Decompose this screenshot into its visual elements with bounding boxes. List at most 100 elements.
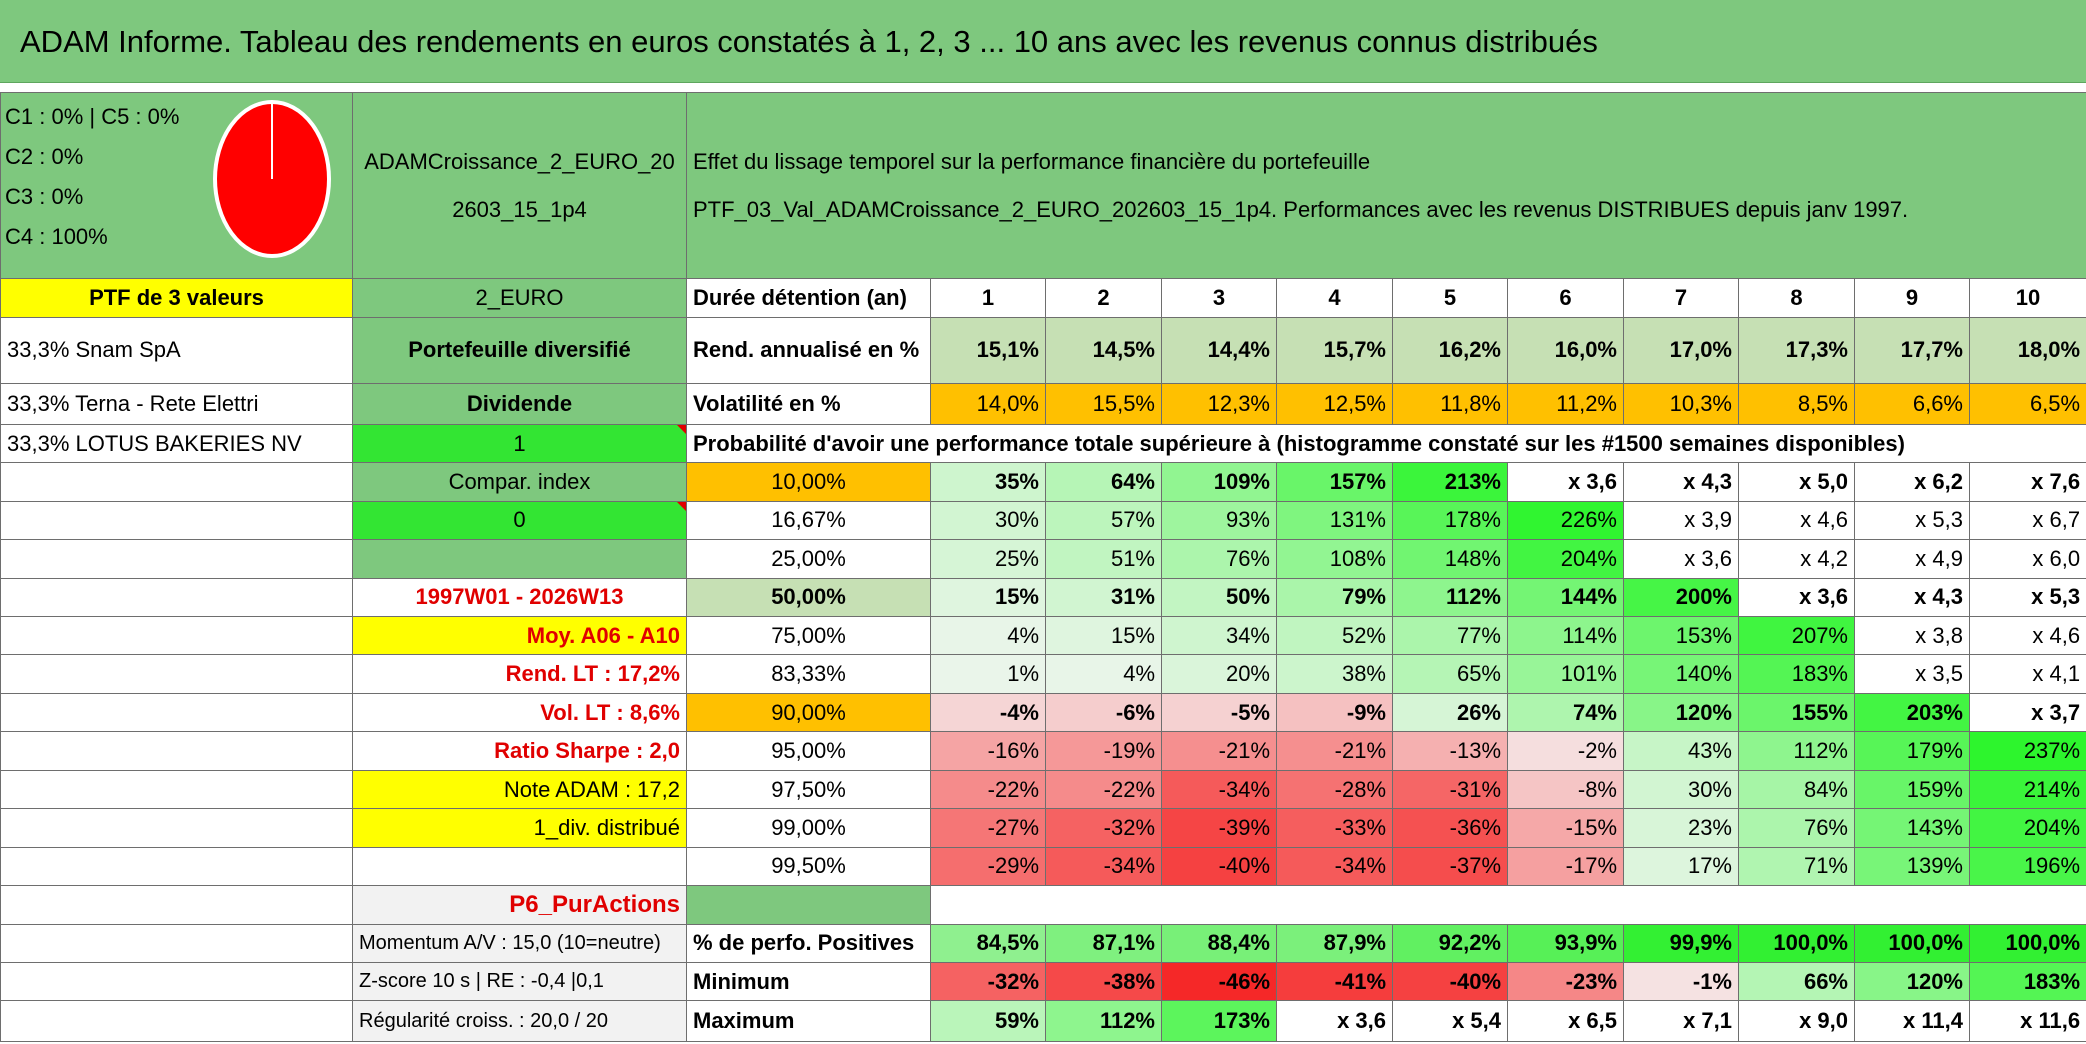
probability-title: Probabilité d'avoir une performance tota… [686,423,1970,464]
rend-value: 17,7% [1854,316,1970,385]
probability-value: x 4,3 [1623,462,1739,502]
probability-value: 52% [1276,616,1393,656]
probability-threshold: 50,00% [686,577,931,618]
category-label: P6_PurActions [352,885,687,925]
maximum-value: 112% [1045,1000,1162,1042]
maximum-value: x 3,6 [1276,1000,1393,1042]
positives-value: 99,9% [1623,923,1739,964]
probability-value: -21% [1161,731,1277,771]
probability-value: -8% [1507,769,1624,810]
vol-value: 12,3% [1161,383,1277,425]
probability-value: -22% [1045,769,1162,810]
composition-pie-chart [213,100,331,258]
probability-value: 101% [1507,654,1624,694]
probability-value: 1% [930,654,1046,694]
probability-value: -15% [1507,808,1624,848]
probability-value: 112% [1392,577,1508,618]
probability-value: 148% [1392,539,1508,579]
probability-value: 31% [1045,577,1162,618]
rend-value: 16,2% [1392,316,1508,385]
positives-value: 88,4% [1161,923,1277,964]
probability-value: 77% [1392,616,1508,656]
vol-label: Volatilité en % [686,383,931,425]
vol-value: 6,6% [1854,383,1970,425]
probability-value: 4% [930,616,1046,656]
maximum-value: x 6,5 [1507,1000,1624,1042]
probability-value: 155% [1738,692,1855,733]
probability-value: -28% [1276,769,1393,810]
rend-value: 14,4% [1161,316,1277,385]
probability-value: -40% [1161,846,1277,887]
probability-threshold: 16,67% [686,500,931,541]
year-header: 4 [1276,278,1393,318]
adam-score: Note ADAM : 17,2 [352,769,687,810]
probability-value: 20% [1161,654,1277,694]
probability-value: x 5,3 [1854,500,1970,541]
rend-value: 15,7% [1276,316,1393,385]
probability-value: x 6,2 [1854,462,1970,502]
probability-threshold: 10,00% [686,462,931,502]
probability-value: 79% [1276,577,1393,618]
probability-row: Ratio Sharpe : 2,0 95,00% -16% -19% -21% -21%… [0,731,2086,771]
longterm-volatility: Vol. LT : 8,6% [352,692,687,733]
probability-value: 237% [1968,731,2086,771]
vol-value: 12,5% [1276,383,1393,425]
probability-value: x 4,6 [1738,500,1855,541]
probability-value: 50% [1161,577,1277,618]
probability-value: 35% [930,462,1046,502]
minimum-value: -41% [1276,962,1393,1002]
longterm-return: Rend. LT : 17,2% [352,654,687,694]
probability-value: -9% [1276,692,1393,733]
probability-value: -5% [1161,692,1277,733]
probability-value: 76% [1738,808,1855,848]
compar-index-value[interactable]: 0 [352,500,687,541]
minimum-value: -32% [930,962,1046,1002]
positives-label: % de perfo. Positives [686,923,931,964]
probability-value: x 5,0 [1738,462,1855,502]
probability-value: 140% [1623,654,1739,694]
probability-value: 139% [1854,846,1970,887]
probability-row: 1_div. distribué 99,00% -27% -32% -39% -33% -3… [0,808,2086,848]
probability-value: 203% [1854,692,1970,733]
probability-value: -37% [1392,846,1508,887]
probability-value: x 3,9 [1623,500,1739,541]
year-header: 1 [930,278,1046,318]
probability-value: 178% [1392,500,1508,541]
probability-value: 84% [1738,769,1855,810]
probability-value: -32% [1045,808,1162,848]
vol-value: 8,5% [1738,383,1855,425]
probability-value: 120% [1623,692,1739,733]
table-header-block: Effet du lissage temporel sur la perform… [685,91,2086,280]
minimum-value: -46% [1161,962,1277,1002]
probability-value: 34% [1161,616,1277,656]
dividend-value[interactable]: 1 [352,423,687,464]
probability-value: 93% [1161,500,1277,541]
rend-value: 16,0% [1507,316,1624,385]
probability-row: 0 16,67% 30% 57% 93% 131% 178% 226% x 3,9 x 4,6 x … [0,500,2086,541]
probability-value: -29% [930,846,1046,887]
probability-value: 196% [1968,846,2086,887]
probability-value: 57% [1045,500,1162,541]
probability-value: 17% [1623,846,1739,887]
probability-value: -36% [1392,808,1508,848]
probability-value: 30% [1623,769,1739,810]
probability-value: 109% [1161,462,1277,502]
maximum-value: x 5,4 [1392,1000,1508,1042]
probability-value: 144% [1507,577,1624,618]
probability-value: -21% [1276,731,1393,771]
probability-value: -31% [1392,769,1508,810]
probability-value: 76% [1161,539,1277,579]
maximum-value: x 11,4 [1854,1000,1970,1042]
positives-value: 87,9% [1276,923,1393,964]
probability-row: Compar. index 10,00% 35% 64% 109% 157% 213% x 3… [0,462,2086,502]
year-header: 7 [1623,278,1739,318]
vol-value: 6,5% [1968,383,2086,425]
probability-row: 25,00% 25% 51% 76% 108% 148% 204% x 3,6 x 4,2 x 4… [0,539,2086,579]
probability-value: 74% [1507,692,1624,733]
ptf-count-label: PTF de 3 valeurs [0,278,353,318]
probability-value: x 7,6 [1968,462,2086,502]
probability-value: 157% [1276,462,1393,502]
maximum-value: x 7,1 [1623,1000,1739,1042]
rend-value: 17,3% [1738,316,1855,385]
minimum-value: -38% [1045,962,1162,1002]
